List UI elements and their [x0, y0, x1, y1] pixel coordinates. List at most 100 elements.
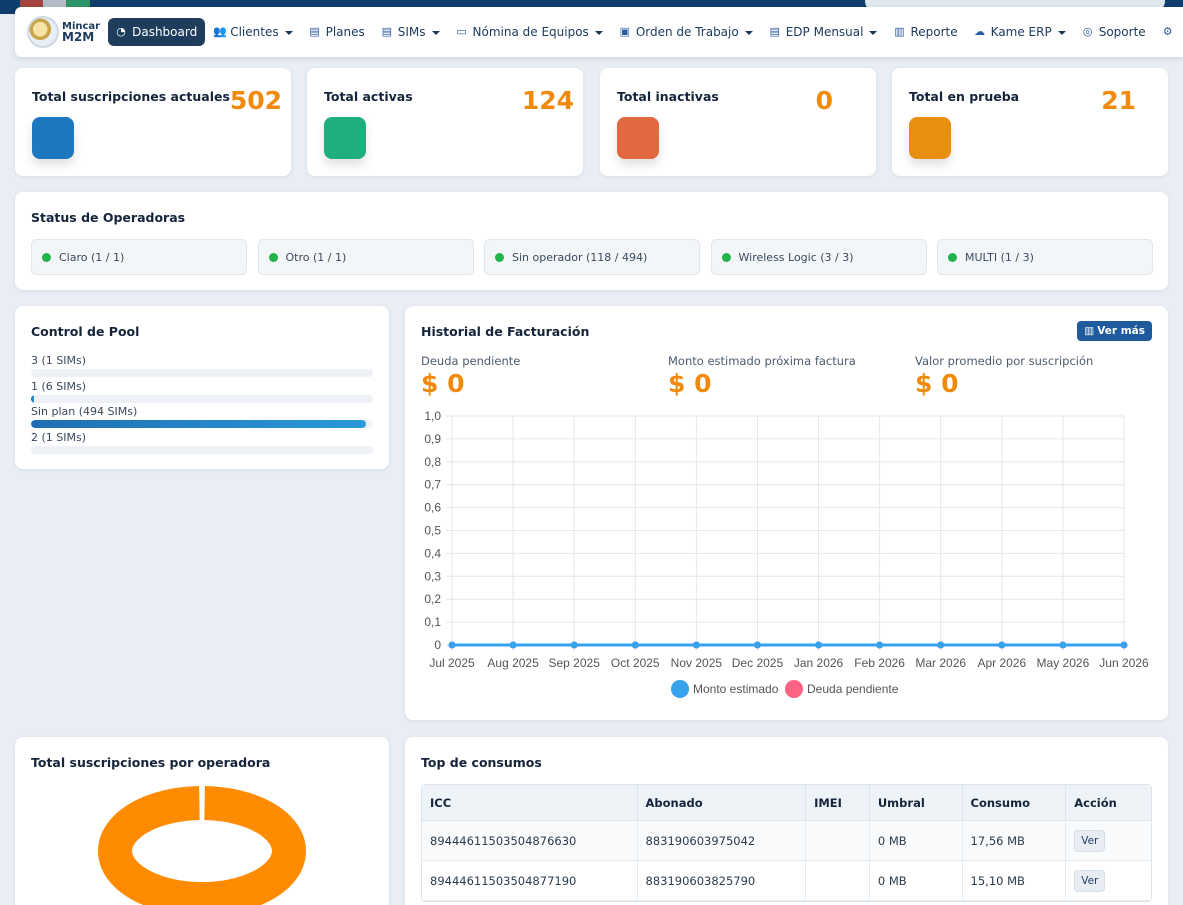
data-point[interactable]	[631, 641, 639, 649]
column-header[interactable]: Acción	[1066, 785, 1151, 821]
nav-item-dashboard[interactable]: ◔ Dashboard	[108, 18, 206, 46]
ver-row-button[interactable]: Ver	[1074, 829, 1106, 852]
stat-value: 0	[815, 86, 833, 115]
caret-down-icon	[1057, 31, 1066, 35]
x-tick-label: Jan 2026	[794, 656, 844, 670]
nav-item-orden-de-trabajo[interactable]: ▣ Orden de Trabajo	[611, 18, 761, 46]
nav-item-label: Clientes	[230, 25, 279, 39]
legend-label[interactable]: Monto estimado	[693, 682, 779, 696]
user-gear-icon: ⚙	[1162, 25, 1173, 38]
cell-imei	[806, 861, 870, 901]
x-tick-label: Oct 2025	[611, 656, 660, 670]
y-tick-label: 0,1	[424, 615, 441, 629]
stat-card: Total en prueba 21	[892, 68, 1168, 176]
x-tick-label: Sep 2025	[548, 656, 600, 670]
nav-item-clientes[interactable]: 👥 Clientes	[205, 18, 300, 46]
chart-icon: ▥	[894, 25, 905, 38]
nav-item-label: Kame ERP	[990, 25, 1052, 39]
x-tick-label: Nov 2025	[671, 656, 723, 670]
nav-item-label: SIMs	[397, 25, 426, 39]
pool-item-label: 2 (1 SIMs)	[31, 431, 87, 445]
y-tick-label: 0,6	[424, 501, 441, 515]
nav-menu: ◔ Dashboard 👥 Clientes ▤ Planes ▤ SIMs ▭ Nómina d…	[108, 18, 1183, 46]
x-tick-label: Jun 2026	[1099, 656, 1149, 670]
data-point[interactable]	[692, 641, 700, 649]
nav-item-label: Soporte	[1098, 25, 1146, 39]
nav-item-user-gear[interactable]: ⚙	[1154, 18, 1183, 46]
pool-progress-fill	[31, 420, 367, 429]
y-tick-label: 0	[434, 638, 441, 652]
operator-status-label: Sin operador (118 / 494)	[512, 250, 648, 264]
table-header-row: ICC Abonado IMEI Umbral Consumo Acción	[422, 785, 1151, 821]
nav-item-label: Reporte	[910, 25, 958, 39]
ver-row-button[interactable]: Ver	[1074, 869, 1106, 892]
nav-item-soporte[interactable]: ◎ Soporte	[1074, 18, 1154, 46]
id-card-icon: ▣	[619, 25, 631, 38]
cloud-icon: ☁	[974, 25, 986, 38]
stat-icon-tile	[617, 117, 659, 159]
nav-item-label: Dashboard	[132, 25, 198, 39]
nav-item-planes[interactable]: ▤ Planes	[301, 18, 373, 46]
x-tick-label: Dec 2025	[732, 656, 784, 670]
cell-abonado: 883190603975042	[637, 821, 807, 861]
stat-value: 21	[1101, 86, 1136, 115]
data-point[interactable]	[753, 641, 761, 649]
data-point[interactable]	[998, 641, 1006, 649]
stat-value: 502	[229, 86, 282, 115]
doughnut-slice-arc	[98, 786, 306, 905]
caret-down-icon	[284, 31, 293, 35]
stat-title: Total suscripciones actuales	[32, 89, 230, 104]
pool-progress-bar	[31, 420, 373, 429]
column-header[interactable]: Abonado	[637, 785, 807, 821]
column-header[interactable]: Umbral	[869, 785, 963, 821]
ver-mas-button[interactable]: ▥ Ver más	[1077, 321, 1152, 341]
operator-status-pill: Wireless Logic (3 / 3)	[710, 239, 927, 275]
nav-item-label: Nómina de Equipos	[472, 25, 589, 39]
pool-item-label: 1 (6 SIMs)	[31, 379, 87, 393]
kpi-value: $ 0	[421, 369, 465, 398]
nav-item-kame-erp[interactable]: ☁ Kame ERP	[966, 18, 1074, 46]
data-point[interactable]	[448, 641, 456, 649]
brand-line1: Mincar	[62, 21, 101, 32]
kpi-value: $ 0	[668, 369, 712, 398]
invoice-icon: ▤	[769, 25, 780, 38]
data-point[interactable]	[815, 641, 823, 649]
operator-doughnut-chart	[98, 786, 306, 905]
brand-logo[interactable]: Mincar M2M	[15, 7, 100, 57]
legend-swatch[interactable]	[671, 680, 689, 698]
table-row: 89444611503504877190 883190603825790 0 MB 1…	[422, 861, 1151, 901]
column-header[interactable]: ICC	[422, 785, 638, 821]
kpi-label: Monto estimado próxima factura	[668, 354, 856, 368]
table-row: 89444611503504876630 883190603975042 0 MB 1…	[422, 821, 1151, 861]
cell-icc: 89444611503504877190	[422, 861, 638, 901]
y-tick-label: 0,4	[424, 546, 441, 560]
caret-down-icon	[431, 31, 440, 35]
column-header[interactable]: IMEI	[806, 785, 870, 821]
kpi-label: Deuda pendiente	[421, 354, 521, 368]
nav-item-sims[interactable]: ▤ SIMs	[373, 18, 448, 46]
pool-title: Control de Pool	[31, 324, 140, 339]
file-icon: ▤	[309, 25, 320, 38]
billing-title: Historial de Facturación	[421, 324, 590, 339]
data-point[interactable]	[1059, 641, 1067, 649]
legend-swatch[interactable]	[785, 680, 803, 698]
nav-item-reporte[interactable]: ▥ Reporte	[885, 18, 965, 46]
column-header[interactable]: Consumo	[962, 785, 1067, 821]
x-tick-label: Apr 2026	[977, 656, 1026, 670]
y-tick-label: 0,3	[424, 569, 441, 583]
nav-item-n-mina-de-equipos[interactable]: ▭ Nómina de Equipos	[448, 18, 611, 46]
status-dot-icon	[721, 252, 731, 262]
pool-progress-bar	[31, 394, 373, 403]
chart-line-icon: ▥	[1084, 325, 1095, 337]
data-point[interactable]	[570, 641, 578, 649]
status-dot-icon	[495, 252, 504, 262]
data-point[interactable]	[1120, 641, 1128, 649]
y-tick-label: 0,7	[424, 478, 441, 492]
gauge-icon: ◔	[116, 25, 126, 38]
operator-totals-title: Total suscripciones por operadora	[31, 755, 271, 770]
data-point[interactable]	[876, 641, 884, 649]
data-point[interactable]	[509, 641, 517, 649]
legend-label[interactable]: Deuda pendiente	[807, 682, 899, 696]
nav-item-edp-mensual[interactable]: ▤ EDP Mensual	[761, 18, 886, 46]
data-point[interactable]	[937, 641, 945, 649]
